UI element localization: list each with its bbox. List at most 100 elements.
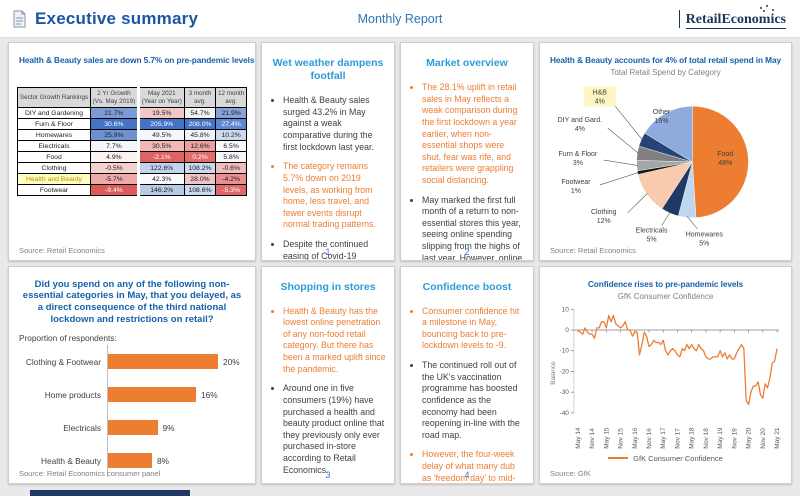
table-header-cell: Sector Growth Rankings	[17, 87, 91, 109]
pie-label: Clothing	[591, 209, 617, 216]
bar	[108, 387, 196, 402]
table-cell: 146.2%	[136, 184, 185, 197]
x-tick-label: May 19	[717, 427, 724, 449]
pie-label: 5%	[647, 237, 657, 244]
retail-economics-logo: RetailEconomics	[678, 6, 788, 29]
x-tick-label: May 14	[575, 427, 582, 449]
table-row-label: Footwear	[17, 184, 91, 197]
table-cell: -9.4%	[90, 184, 139, 197]
y-tick-label: -30	[560, 389, 570, 396]
bar-row: Clothing & Footwear 20%	[17, 345, 247, 378]
bullet-item: Health & Beauty has the lowest online pe…	[283, 306, 386, 376]
x-tick-label: May 17	[660, 427, 667, 449]
pie-label: 48%	[718, 160, 732, 167]
table-cell: 25.9%	[90, 129, 139, 142]
table-cell: -4.2%	[215, 173, 247, 186]
table-cell: 205.9%	[136, 118, 185, 131]
table-cell: 10.2%	[215, 129, 247, 142]
table-row-label: Electricals	[17, 140, 91, 153]
table-cell: 21.7%	[90, 107, 139, 120]
panel-title: Health & Beauty sales are down 5.7% on p…	[19, 55, 255, 65]
x-tick-label: Nov 19	[731, 428, 738, 449]
axis-note: Proportion of respondents:	[19, 333, 117, 343]
table-row-label: Health and Beauty	[17, 173, 91, 186]
table-cell: 19.5%	[136, 107, 185, 120]
bullet-item: Despite the continued easing of Covid-19…	[283, 239, 386, 260]
bullet-item: However, the four-week delay of what man…	[422, 449, 525, 483]
table-cell: 0.2%	[183, 151, 217, 164]
panel-shopping-in-stores: Shopping in stores Health & Beauty has t…	[261, 265, 395, 484]
panel-title: Wet weather dampens footfall	[272, 57, 384, 83]
bullet-item: Health & Beauty sales surged 43.2% in Ma…	[283, 95, 386, 153]
pie-label: Food	[717, 151, 733, 158]
bar-category-label: Home products	[44, 389, 101, 400]
pie-label: Homewares	[686, 232, 724, 239]
table-row-label: Food	[17, 151, 91, 164]
bullet-list: The 28.1% uplift in retail sales in May …	[411, 82, 525, 259]
pie-label: 12%	[597, 218, 611, 225]
bullet-item: Consumer confidence hit a milestone in M…	[422, 306, 525, 352]
panel-title: Shopping in stores	[280, 280, 376, 293]
x-tick-label: Nov 15	[618, 428, 625, 449]
table-cell: 21.9%	[215, 107, 247, 120]
page-number: 3	[325, 470, 331, 480]
table-header-cell: 12 month avg.	[215, 87, 247, 109]
table-cell: 12.6%	[183, 140, 217, 153]
bar-category-label: Clothing & Footwear	[25, 356, 101, 367]
bar-track: 16%	[107, 378, 247, 411]
bar-track: 9%	[107, 411, 247, 444]
page-number: 1	[325, 246, 331, 257]
table-cell: 30.5%	[136, 140, 185, 153]
table-header-cell: 3 month avg.	[183, 87, 217, 109]
pie-slice	[644, 106, 693, 163]
table-cell: -0.5%	[90, 162, 139, 175]
x-tick-label: May 18	[689, 427, 696, 449]
x-tick-label: Nov 18	[703, 428, 710, 449]
logo-dots-icon	[760, 6, 762, 9]
table-cell: 7.7%	[90, 140, 139, 153]
table-row-label: Clothing	[17, 162, 91, 175]
pie-label: Other	[653, 110, 671, 117]
table-cell: 27.4%	[215, 118, 247, 131]
table-row-label: Homewares	[17, 129, 91, 142]
bar	[108, 420, 158, 435]
table-row: Food 4.9% -2.1% 0.2% 5.8%	[17, 151, 247, 164]
source-note: Source: GfK	[550, 469, 591, 478]
x-tick-label: Nov 16	[646, 428, 653, 449]
confidence-line-chart: 10 0 -10 -20 -30 -40 Balance May 14 Nov 14 May 15…	[550, 306, 781, 449]
x-tick-label: May 21	[774, 427, 781, 449]
panel-title: Confidence rises to pre-pandemic levels	[587, 278, 744, 289]
pie-label: Footwear	[561, 179, 591, 186]
table-header-cell: 2 Yr Growth (Vs. May 2019)	[90, 87, 139, 109]
sector-growth-table: Sector Growth Rankings 2 Yr Growth (Vs. M…	[17, 87, 247, 197]
pie-slice	[692, 106, 749, 219]
y-tick-label: -20	[560, 368, 570, 375]
bar-category-label: Health & Beauty	[41, 455, 101, 466]
table-row: Clothing -0.5% 122.6% 108.2% -0.6%	[17, 162, 247, 175]
table-cell: 5.8%	[215, 151, 247, 164]
table-cell: -5.7%	[90, 173, 139, 186]
pie-label: H&B	[593, 90, 608, 97]
x-tick-label: Nov 20	[760, 428, 767, 449]
panel-retail-spend-pie: Health & Beauty accounts for 4% of total…	[539, 42, 792, 261]
pie-label: Furn & Floor	[559, 151, 598, 158]
pie-leader-line	[613, 104, 643, 141]
pie-label: Electricals	[636, 228, 668, 235]
pie-label: 4%	[575, 127, 585, 134]
panel-delayed-purchases-bar: Did you spend on any of the following no…	[8, 265, 256, 484]
bar-chart: Clothing & Footwear 20% Home products 16% El…	[17, 345, 247, 477]
pie-leader-line	[686, 216, 698, 230]
pie-label: DIY and Gard.	[558, 118, 602, 125]
bar-row: Home products 16%	[17, 378, 247, 411]
bullet-item: The category remains 5.7% down on 2019 l…	[283, 161, 386, 231]
pie-leader-line	[599, 172, 639, 186]
bar-track: 20%	[107, 345, 247, 378]
table-cell: 45.8%	[183, 129, 217, 142]
table-cell: 6.5%	[215, 140, 247, 153]
panel-title: Did you spend on any of the following no…	[22, 278, 242, 326]
pie-label: 3%	[573, 160, 583, 167]
table-row: Furn & Floor 30.6% 205.9% 208.0% 27.4%	[17, 118, 247, 131]
panels-grid: Health & Beauty sales are down 5.7% on p…	[8, 42, 792, 484]
pie-label: 16%	[655, 119, 669, 126]
